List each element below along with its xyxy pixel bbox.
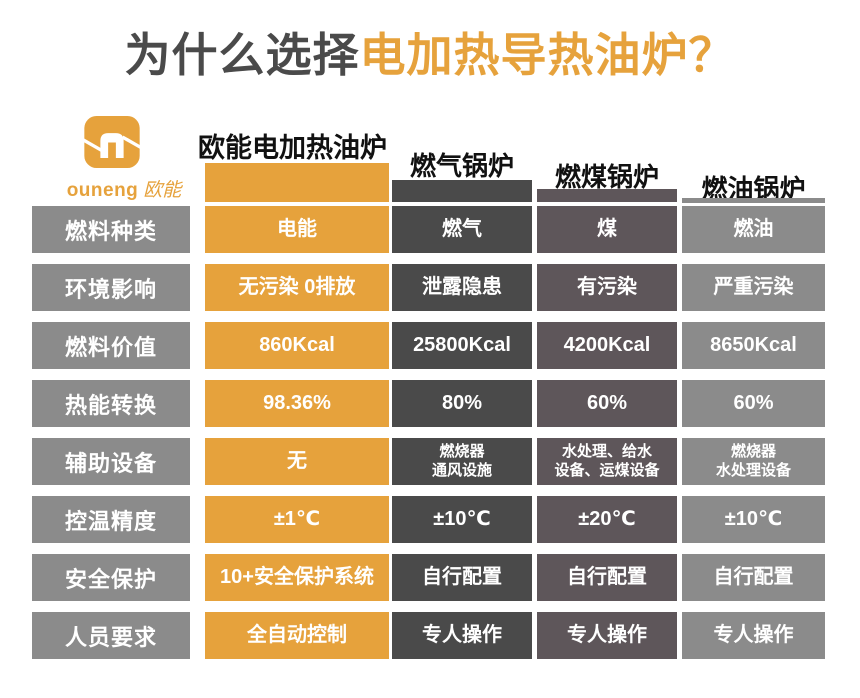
- logo-cjk-text: 欧能: [143, 180, 182, 201]
- table-row-auxiliary-equipment: 辅助设备 无 燃烧器 通风设施 水处理、给水 设备、运煤设备 燃烧器 水处理设备: [32, 438, 825, 485]
- cell-gas: ±10℃: [392, 496, 532, 543]
- header-bar-oil-boiler: [682, 198, 825, 203]
- header-bar-coal-boiler: [537, 189, 677, 202]
- header-bar-gas-boiler: [392, 180, 532, 202]
- cell-coal: 水处理、给水 设备、运煤设备: [537, 438, 677, 485]
- cell-oil: 60%: [682, 380, 825, 427]
- column-header-coal-boiler: 燃煤锅炉: [554, 162, 659, 192]
- table-row-heat-conversion: 热能转换 98.36% 80% 60% 60%: [32, 380, 825, 427]
- cell-oil: 燃油: [682, 206, 825, 253]
- cell-oil: 专人操作: [682, 612, 825, 659]
- cell-oil: ±10℃: [682, 496, 825, 543]
- cell-coal: 煤: [537, 206, 677, 253]
- cell-coal: 自行配置: [537, 554, 677, 601]
- header-bar-ouneng-electric: [205, 163, 389, 202]
- column-header-gas-boiler: 燃气锅炉: [409, 151, 514, 181]
- cell-electric: ±1℃: [205, 496, 389, 543]
- cell-oil: 自行配置: [682, 554, 825, 601]
- table-row-environment: 环境影响 无污染 0排放 泄露隐患 有污染 严重污染: [32, 264, 825, 311]
- cell-electric: 无: [205, 438, 389, 485]
- cell-gas: 专人操作: [392, 612, 532, 659]
- cell-coal: 4200Kcal: [537, 322, 677, 369]
- cell-gas: 25800Kcal: [392, 322, 532, 369]
- row-label: 燃料价值: [32, 322, 190, 369]
- cell-gas: 燃烧器 通风设施: [392, 438, 532, 485]
- page-title: 为什么选择电加热导热油炉？: [0, 30, 860, 81]
- cell-gas: 燃气: [392, 206, 532, 253]
- cell-coal: 专人操作: [537, 612, 677, 659]
- cell-coal: 有污染: [537, 264, 677, 311]
- cell-coal: 60%: [537, 380, 677, 427]
- row-label: 控温精度: [32, 496, 190, 543]
- cell-electric: 无污染 0排放: [205, 264, 389, 311]
- cell-coal: ±20℃: [537, 496, 677, 543]
- cell-gas: 自行配置: [392, 554, 532, 601]
- logo-wordmark: ouneng 欧能: [52, 175, 196, 202]
- cell-gas: 泄露隐患: [392, 264, 532, 311]
- table-row-fuel-value: 燃料价值 860Kcal 25800Kcal 4200Kcal 8650Kcal: [32, 322, 825, 369]
- logo-latin-text: ouneng: [66, 180, 139, 201]
- title-prefix: 为什么选择: [124, 29, 360, 81]
- cell-electric: 860Kcal: [205, 322, 389, 369]
- cell-oil: 8650Kcal: [682, 322, 825, 369]
- cell-electric: 98.36%: [205, 380, 389, 427]
- table-row-fuel-type: 燃料种类 电能 燃气 煤 燃油: [32, 206, 825, 253]
- cell-electric: 电能: [205, 206, 389, 253]
- column-header-ouneng-electric: 欧能电加热油炉: [198, 133, 387, 163]
- row-label: 燃料种类: [32, 206, 190, 253]
- cell-electric: 全自动控制: [205, 612, 389, 659]
- table-row-temp-precision: 控温精度 ±1℃ ±10℃ ±20℃ ±10℃: [32, 496, 825, 543]
- table-row-personnel: 人员要求 全自动控制 专人操作 专人操作 专人操作: [32, 612, 825, 659]
- row-label: 环境影响: [32, 264, 190, 311]
- cell-electric: 10+安全保护系统: [205, 554, 389, 601]
- cell-gas: 80%: [392, 380, 532, 427]
- title-highlight: 电加热导热油炉？: [359, 29, 736, 81]
- cell-oil: 严重污染: [682, 264, 825, 311]
- ouneng-logo-icon: [84, 116, 140, 168]
- table-row-safety: 安全保护 10+安全保护系统 自行配置 自行配置 自行配置: [32, 554, 825, 601]
- row-label: 人员要求: [32, 612, 190, 659]
- row-label: 热能转换: [32, 380, 190, 427]
- row-label: 安全保护: [32, 554, 190, 601]
- row-label: 辅助设备: [32, 438, 190, 485]
- cell-oil: 燃烧器 水处理设备: [682, 438, 825, 485]
